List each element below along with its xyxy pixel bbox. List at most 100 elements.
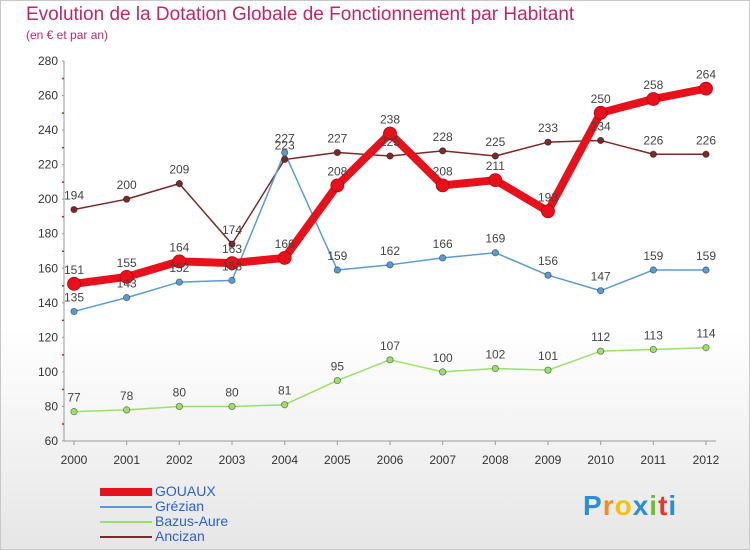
data-label: 227 — [327, 132, 347, 146]
logo-letter: r — [602, 490, 615, 521]
logo-letter: i — [649, 490, 659, 521]
data-label: 169 — [485, 232, 505, 246]
y-tick-label: 260 — [38, 89, 58, 103]
data-point — [649, 266, 657, 274]
x-tick-label: 2005 — [324, 453, 351, 467]
y-tick-label: 160 — [38, 261, 58, 275]
y-tick-label: 140 — [38, 296, 58, 310]
data-point — [119, 270, 134, 284]
legend-item-ancizan: Ancizan — [100, 528, 340, 544]
data-label: 162 — [380, 244, 400, 258]
y-minor-tick — [62, 250, 64, 252]
legend-item-gouaux: GOUAUX — [100, 483, 340, 499]
data-label: 107 — [380, 339, 400, 353]
data-point — [702, 344, 710, 352]
data-point — [123, 406, 131, 414]
data-label: 159 — [327, 249, 347, 263]
data-label: 174 — [222, 223, 242, 237]
x-tick-label: 2007 — [429, 453, 456, 467]
data-point — [386, 152, 394, 160]
data-label: 80 — [225, 385, 239, 399]
data-label: 114 — [696, 327, 715, 341]
data-point — [277, 251, 292, 265]
data-point — [228, 276, 236, 284]
data-label: 143 — [117, 277, 137, 291]
logo-letter: x — [632, 490, 650, 521]
data-point — [597, 136, 605, 145]
y-tick-label: 220 — [38, 158, 58, 172]
data-label: 78 — [120, 389, 134, 403]
data-point — [649, 150, 657, 158]
data-point — [123, 294, 131, 302]
chart-title: Evolution de la Dotation Globale de Fonc… — [26, 4, 575, 25]
data-label: 159 — [696, 249, 716, 263]
data-point — [281, 401, 289, 409]
data-label: 147 — [591, 270, 611, 284]
data-point — [491, 249, 499, 257]
data-label: 194 — [64, 189, 84, 203]
logo-letter: t — [658, 490, 669, 521]
data-point — [544, 138, 552, 146]
proxiti-logo: Proxiti — [583, 490, 677, 522]
data-point — [702, 150, 710, 158]
legend: GOUAUX Grézian Bazus-Aure Ancizan — [100, 483, 340, 544]
legend-label: GOUAUX — [155, 483, 216, 499]
x-tick-label: 2008 — [482, 453, 509, 467]
data-point — [228, 240, 236, 248]
data-label: 155 — [117, 256, 137, 270]
data-point — [597, 287, 605, 295]
data-label: 135 — [64, 290, 84, 304]
data-label: 228 — [433, 130, 453, 144]
x-tick-label: 2006 — [377, 453, 404, 467]
data-label: 234 — [591, 119, 611, 133]
y-tick-label: 280 — [38, 54, 58, 68]
data-label: 238 — [380, 113, 400, 127]
y-minor-tick — [62, 285, 64, 287]
data-point — [491, 364, 499, 373]
x-tick-label: 2002 — [166, 453, 193, 467]
y-tick-label: 100 — [38, 365, 58, 379]
data-label: 152 — [169, 261, 189, 275]
y-minor-tick — [62, 146, 64, 149]
data-point — [439, 147, 447, 155]
data-point — [172, 254, 187, 269]
data-label: 208 — [327, 164, 347, 178]
data-label: 102 — [485, 347, 505, 361]
data-point — [123, 195, 131, 203]
y-tick-label: 240 — [38, 123, 58, 137]
data-label: 153 — [222, 259, 242, 273]
data-point — [333, 148, 341, 157]
data-point — [70, 307, 78, 316]
data-point — [439, 254, 447, 262]
data-point — [439, 368, 447, 376]
legend-item-grezian: Grézian — [100, 498, 340, 514]
y-minor-tick — [62, 354, 64, 356]
data-point — [333, 266, 341, 274]
data-point — [281, 155, 289, 164]
data-label: 77 — [67, 391, 81, 405]
data-label: 164 — [169, 240, 189, 254]
data-point — [699, 81, 713, 96]
data-label: 225 — [485, 135, 505, 149]
y-minor-tick — [62, 319, 64, 322]
logo-letter: P — [583, 490, 603, 521]
legend-label: Grézian — [155, 498, 205, 514]
data-label: 208 — [433, 164, 453, 178]
data-point — [225, 256, 239, 270]
data-point — [175, 402, 183, 411]
data-point — [702, 266, 710, 274]
legend-swatch-grezian — [100, 506, 152, 508]
data-point — [383, 126, 397, 141]
data-label: 264 — [696, 68, 716, 82]
y-tick-label: 80 — [45, 399, 59, 413]
data-label: 250 — [591, 92, 611, 106]
chart-subtitle: (en € et par an) — [26, 28, 109, 42]
data-point — [175, 278, 183, 286]
data-point — [386, 261, 394, 269]
chart-points — [67, 81, 713, 416]
data-point — [330, 178, 345, 193]
legend-swatch-gouaux — [100, 488, 152, 496]
x-tick-label: 2009 — [535, 453, 562, 467]
data-point — [67, 276, 81, 291]
